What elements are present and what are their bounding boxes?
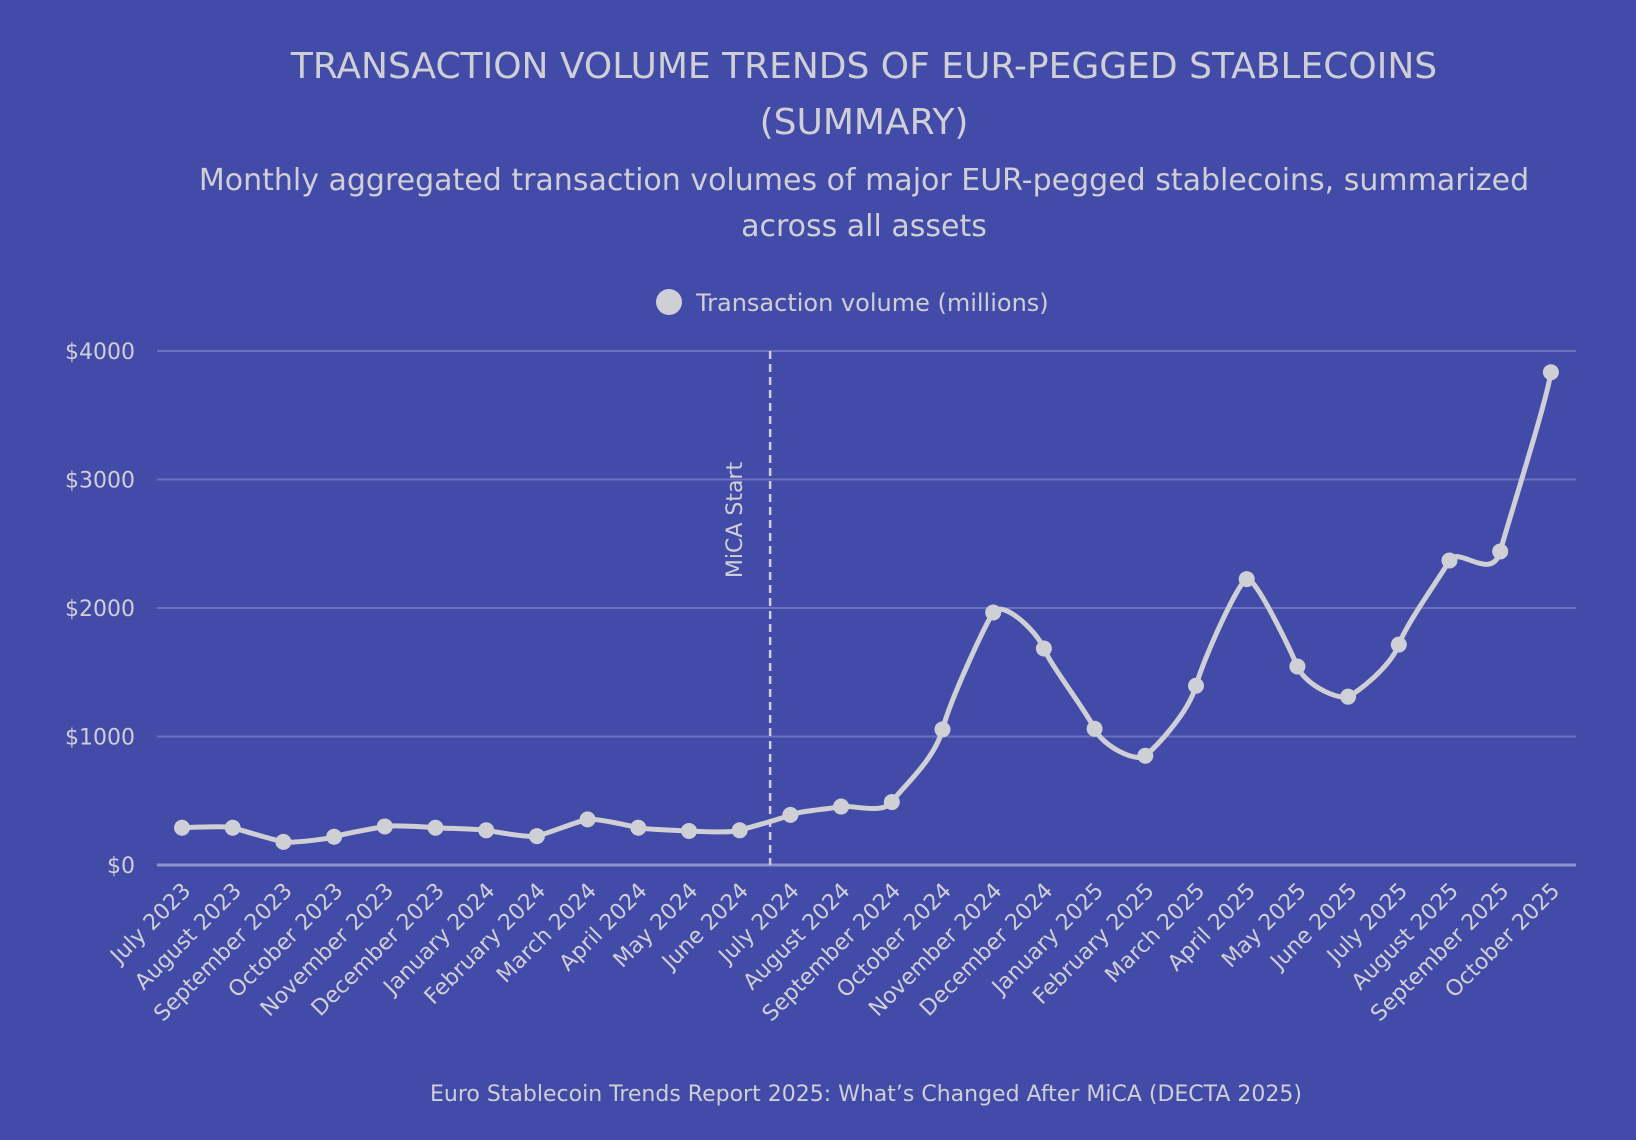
y-tick-label: $0 [107,854,135,879]
data-point[interactable] [1441,552,1458,569]
data-point[interactable] [1289,658,1306,675]
y-axis-ticks: $0 $1000 $2000 $3000 $4000 [65,340,135,879]
data-point[interactable] [1390,636,1407,653]
data-point[interactable] [883,794,900,811]
data-point[interactable] [1340,688,1357,705]
data-point[interactable] [427,819,444,836]
chart-title: TRANSACTION VOLUME TRENDS OF EUR-PEGGED … [290,46,1437,143]
data-point[interactable] [630,819,647,836]
legend-marker-icon [656,289,682,315]
data-point[interactable] [833,798,850,815]
y-tick-label: $2000 [65,597,135,622]
data-point[interactable] [528,828,545,845]
data-point[interactable] [681,822,697,839]
data-point[interactable] [376,818,393,835]
chart-title-line-1: TRANSACTION VOLUME TRENDS OF EUR-PEGGED … [290,46,1437,87]
chart-subtitle: Monthly aggregated transaction volumes o… [199,163,1529,244]
data-point[interactable] [1542,364,1559,381]
chart-title-line-2: (SUMMARY) [760,102,969,143]
data-point[interactable] [985,604,1002,621]
y-tick-label: $4000 [65,340,135,365]
source-note: Euro Stablecoin Trends Report 2025: What… [430,1082,1302,1107]
data-point[interactable] [1086,720,1103,737]
data-point[interactable] [1492,543,1509,560]
data-point[interactable] [579,811,596,828]
data-point[interactable] [731,822,748,839]
annotations: MiCA Start [723,351,772,865]
y-gridlines [157,350,1576,867]
data-point[interactable] [1035,640,1052,657]
chart-subtitle-line-1: Monthly aggregated transaction volumes o… [199,163,1529,198]
y-tick-label: $1000 [65,726,135,751]
data-point[interactable] [174,819,190,836]
data-point[interactable] [478,822,495,839]
data-point[interactable] [934,721,951,738]
data-point[interactable] [1137,747,1154,764]
data-point[interactable] [1238,571,1255,588]
y-tick-label: $3000 [65,469,135,494]
data-point[interactable] [326,828,343,845]
mica-start-label: MiCA Start [723,462,748,579]
data-point[interactable] [782,806,799,823]
legend[interactable]: Transaction volume (millions) [656,289,1049,317]
series-transaction-volume [174,364,1559,850]
chart-subtitle-line-2: across all assets [741,209,987,244]
data-point[interactable] [275,833,292,850]
legend-label: Transaction volume (millions) [695,289,1049,317]
data-point[interactable] [224,819,241,836]
data-point[interactable] [1188,677,1204,694]
